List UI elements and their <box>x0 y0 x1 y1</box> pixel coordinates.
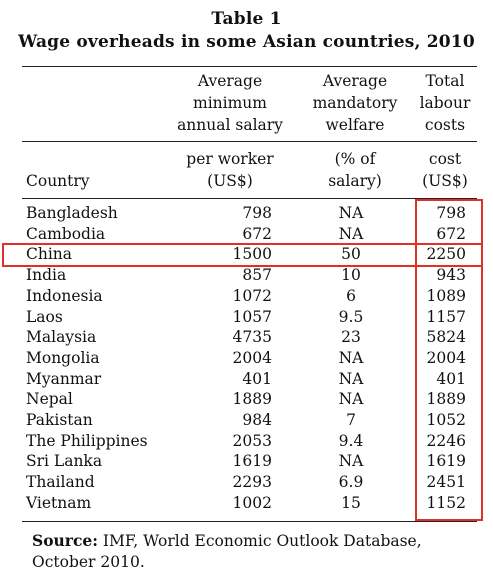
salary-cell: 1889 <box>232 390 272 409</box>
unit-salary-line2: (US$) <box>207 172 253 190</box>
header-welfare: Average mandatory welfare <box>300 70 410 136</box>
welfare-cell: 50 <box>341 245 361 264</box>
total-cell: 2451 <box>426 473 466 492</box>
country-cell: India <box>26 266 67 285</box>
welfare-cell: NA <box>338 224 364 243</box>
header-welfare-line1: Average <box>322 72 388 90</box>
header-salary-line2: minimum <box>193 94 267 112</box>
total-cell: 1889 <box>426 390 466 409</box>
total-cell: 1052 <box>426 411 466 429</box>
total-cell: 943 <box>436 266 466 285</box>
welfare-cell: 15 <box>341 493 361 512</box>
total-cell: 401 <box>436 369 466 388</box>
source-text: IMF, World Economic Outlook Database, Oc… <box>32 532 422 571</box>
top-rule <box>22 66 477 67</box>
highlight-total-column <box>415 199 483 521</box>
welfare-cell: NA <box>338 204 364 222</box>
header-total: Total labour costs <box>410 70 480 136</box>
unit-welfare-line1: (% of <box>334 150 376 168</box>
table-subtitle: Wage overheads in some Asian countries, … <box>18 32 475 52</box>
country-cell: Thailand <box>26 473 95 492</box>
country-cell: Nepal <box>26 390 73 409</box>
total-cell: 1157 <box>426 307 466 326</box>
total-cell: 1152 <box>426 493 466 512</box>
total-cell: 2250 <box>426 245 466 264</box>
salary-cell: 1002 <box>232 493 272 512</box>
salary-cell: 2053 <box>232 431 272 450</box>
country-cell: Malaysia <box>26 328 97 347</box>
header-total-line3: costs <box>424 116 466 134</box>
salary-cell: 798 <box>242 204 272 222</box>
salary-cell: 857 <box>242 266 272 285</box>
header-salary-line3: annual salary <box>177 116 283 134</box>
header-salary: Average minimum annual salary <box>160 70 300 136</box>
header-total-line1: Total <box>425 72 465 90</box>
country-cell: Laos <box>26 307 63 326</box>
total-cell: 2246 <box>426 431 466 450</box>
source-note: Source: IMF, World Economic Outlook Data… <box>32 530 477 573</box>
welfare-cell: NA <box>338 390 364 409</box>
total-cell: 1619 <box>426 452 466 471</box>
salary-cell: 1057 <box>232 307 272 326</box>
source-label: Source: <box>32 531 98 550</box>
salary-cell: 2004 <box>232 348 272 367</box>
country-cell: Cambodia <box>26 224 106 243</box>
unit-country: Country <box>26 172 90 190</box>
unit-welfare: (% of salary) <box>300 148 410 192</box>
welfare-cell: 9.4 <box>338 431 364 450</box>
unit-welfare-line2: salary) <box>328 172 382 190</box>
total-cell: 798 <box>436 204 466 222</box>
salary-cell: 672 <box>242 224 272 243</box>
salary-cell: 1619 <box>232 452 272 471</box>
salary-cell: 2293 <box>232 473 272 492</box>
country-cell: The Philippines <box>26 431 148 450</box>
table-title: Table 1 <box>211 9 282 29</box>
welfare-cell: 9.5 <box>338 307 364 326</box>
country-cell: Vietnam <box>26 493 92 512</box>
header-welfare-line3: welfare <box>325 116 385 134</box>
salary-cell: 984 <box>242 411 272 429</box>
body-rule <box>22 198 477 199</box>
welfare-cell: NA <box>338 452 364 471</box>
welfare-cell: 6.9 <box>338 473 364 492</box>
welfare-cell: NA <box>338 348 364 367</box>
welfare-cell: 7 <box>346 411 356 429</box>
unit-total-line2: (US$) <box>422 172 468 190</box>
welfare-cell: 6 <box>346 286 356 305</box>
country-cell: Pakistan <box>26 411 93 429</box>
welfare-cell: 23 <box>341 328 361 347</box>
total-cell: 1089 <box>426 286 466 305</box>
welfare-cell: 10 <box>341 266 361 285</box>
unit-total-line1: cost <box>428 150 462 168</box>
country-cell: Bangladesh <box>26 204 118 222</box>
unit-salary: per worker (US$) <box>160 148 300 192</box>
country-cell: China <box>26 245 73 264</box>
header-rule <box>22 141 477 142</box>
country-cell: Indonesia <box>26 286 103 305</box>
salary-cell: 4735 <box>232 328 272 347</box>
country-cell: Myanmar <box>26 369 102 388</box>
header-welfare-line2: mandatory <box>312 94 398 112</box>
header-salary-line1: Average <box>197 72 263 90</box>
country-cell: Sri Lanka <box>26 452 103 471</box>
unit-salary-line1: per worker <box>186 150 274 168</box>
highlight-china-row <box>2 243 483 267</box>
salary-cell: 1500 <box>232 245 272 264</box>
salary-cell: 401 <box>242 369 272 388</box>
total-cell: 2004 <box>426 348 466 367</box>
total-cell: 5824 <box>426 328 466 347</box>
bottom-rule <box>22 521 477 522</box>
country-cell: Mongolia <box>26 348 100 367</box>
header-total-line2: labour <box>419 94 471 112</box>
welfare-cell: NA <box>338 369 364 388</box>
total-cell: 672 <box>436 224 466 243</box>
unit-total: cost (US$) <box>410 148 480 192</box>
salary-cell: 1072 <box>232 286 272 305</box>
